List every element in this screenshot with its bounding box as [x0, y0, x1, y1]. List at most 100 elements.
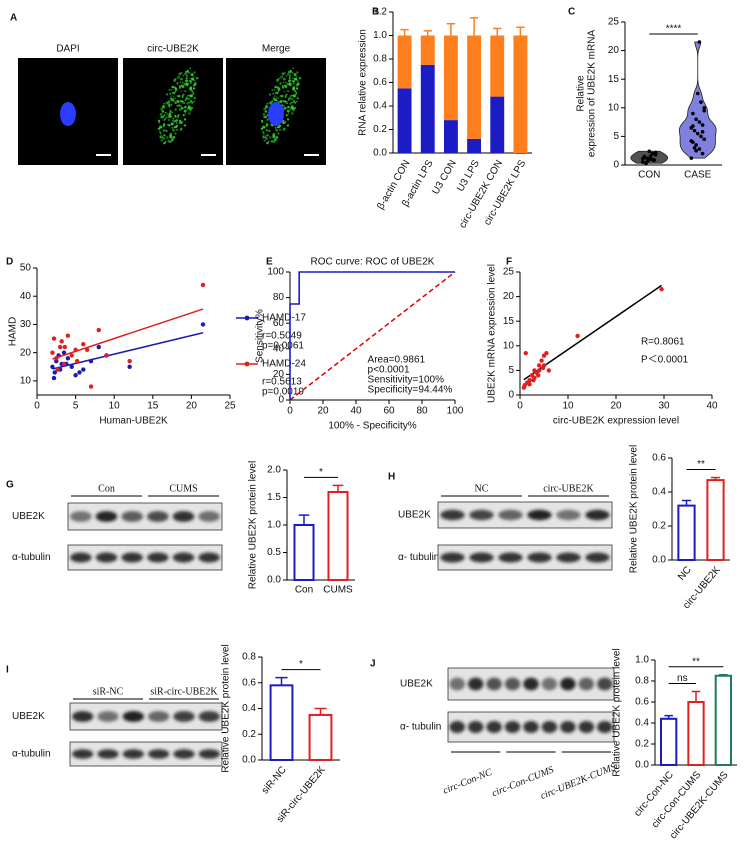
speckle — [293, 77, 296, 80]
speckle — [184, 113, 187, 115]
point — [640, 160, 645, 164]
y-tick-label: 0.0 — [267, 575, 281, 586]
speckle — [289, 101, 293, 105]
violin — [630, 150, 669, 164]
y-axis-label: expression of UBE2K mRNA — [587, 30, 598, 158]
bar-segment — [490, 96, 505, 153]
speckle — [180, 106, 184, 110]
speckle — [163, 119, 166, 121]
speckle — [271, 89, 273, 91]
speckle — [298, 76, 302, 80]
speckle — [160, 126, 163, 129]
speckle — [266, 141, 269, 145]
speckle — [181, 96, 184, 98]
speckle — [170, 96, 172, 98]
x-tick-label: 10 — [109, 401, 121, 412]
speckle — [285, 84, 288, 88]
point — [65, 333, 71, 338]
speckle — [168, 112, 172, 116]
speckle — [292, 77, 294, 79]
speckle — [157, 127, 161, 131]
y-tick-label: 5 — [508, 365, 514, 376]
blot-band — [198, 749, 220, 759]
speckle — [175, 102, 177, 105]
y-tick-label: 0.4 — [242, 703, 256, 714]
bar — [687, 701, 705, 766]
nucleus — [268, 102, 284, 126]
blot-band — [198, 552, 220, 563]
micrograph-label: circ-UBE2K — [147, 44, 199, 55]
point — [51, 375, 57, 381]
blot-band — [527, 552, 552, 563]
speckle — [168, 119, 170, 121]
speckle — [277, 125, 281, 129]
y-axis-label: Relative — [576, 75, 587, 112]
speckle — [287, 90, 290, 93]
speckle — [194, 81, 197, 84]
panel-label: D — [6, 257, 13, 268]
y-tick-label: 20 — [20, 347, 32, 358]
speckle — [296, 83, 299, 86]
point — [51, 336, 57, 341]
y-tick-label: 0.6 — [635, 697, 649, 708]
legend-label: HAMD-24 — [262, 359, 306, 370]
micrograph-label: Merge — [262, 44, 291, 55]
speckle — [274, 95, 276, 97]
speckle — [280, 94, 284, 98]
y-tick-label: 0.4 — [635, 718, 649, 729]
bar — [706, 479, 725, 562]
speckle — [272, 92, 275, 95]
speckle — [189, 77, 191, 79]
speckle — [183, 90, 185, 92]
speckle — [194, 84, 196, 87]
speckle — [270, 140, 274, 143]
speckle — [177, 117, 179, 119]
blot-band — [467, 721, 484, 733]
bar-segment — [397, 88, 412, 153]
y-tick-label: 0.2 — [652, 521, 666, 532]
point — [527, 381, 532, 387]
panel-label: A — [10, 13, 17, 24]
speckle — [162, 104, 165, 108]
panel-label: C — [568, 7, 575, 18]
point — [96, 344, 101, 350]
x-tick-label: siR-NC — [260, 765, 289, 797]
speckle — [181, 100, 185, 104]
y-tick-label: 0.6 — [373, 77, 387, 88]
speckle — [167, 101, 170, 104]
point — [55, 367, 61, 372]
point — [65, 356, 71, 361]
speckle — [284, 96, 287, 98]
y-tick-label: 80 — [273, 292, 285, 303]
x-tick-label: 60 — [383, 406, 395, 417]
blot-row-label: α- tubulin — [398, 552, 439, 563]
speckle — [174, 119, 177, 122]
y-axis-label: Relative UBE2K protein level — [248, 461, 259, 589]
micrograph — [123, 58, 223, 165]
speckle — [172, 99, 175, 102]
blot-band — [556, 509, 581, 521]
y-tick-label: 0 — [508, 390, 514, 401]
point — [50, 364, 55, 369]
y-tick-label: 15 — [608, 74, 620, 85]
blot-band — [486, 677, 502, 691]
y-tick-label: 5 — [613, 131, 619, 142]
x-tick-label: 40 — [706, 401, 718, 412]
blot-band — [173, 749, 195, 759]
speckle — [169, 92, 172, 95]
speckle — [172, 117, 175, 120]
blot-band — [72, 749, 94, 759]
blot-band — [95, 552, 118, 563]
x-tick-label: 20 — [610, 401, 622, 412]
bar-segment — [513, 35, 528, 153]
bar — [660, 717, 678, 766]
blot-band — [121, 511, 143, 522]
blot-frame — [67, 544, 223, 571]
blot-group-label: siR-NC — [93, 686, 124, 697]
bar-segment — [420, 64, 435, 153]
point — [702, 108, 707, 113]
speckle — [174, 114, 177, 118]
point — [540, 365, 546, 371]
